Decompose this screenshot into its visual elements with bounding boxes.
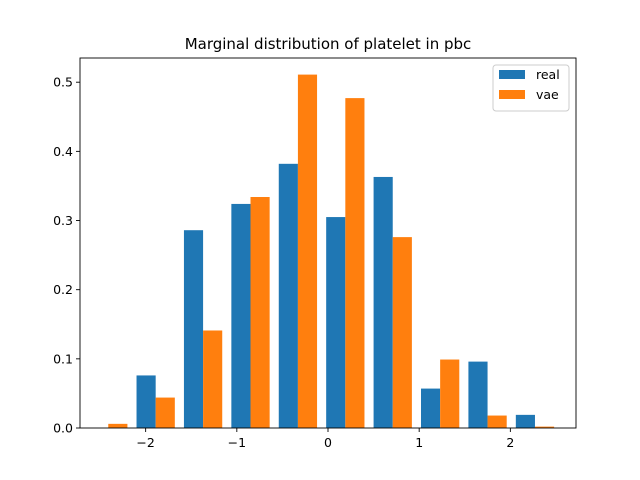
bar-vae-0 [108, 423, 128, 428]
bar-real-5 [326, 217, 346, 428]
y-tick-label-4: 0.4 [53, 144, 73, 159]
y-tick-label-2: 0.2 [53, 282, 73, 297]
bar-vae-5 [345, 98, 365, 428]
bar-real-7 [421, 388, 441, 428]
bar-real-4 [278, 163, 298, 428]
y-tick-label-3: 0.3 [53, 213, 73, 228]
bar-vae-8 [487, 415, 507, 428]
y-tick-label-0: 0.0 [53, 421, 73, 436]
bar-real-8 [468, 361, 488, 428]
legend: real vae [492, 64, 570, 112]
bar-real-3 [231, 203, 251, 428]
bar-real-9 [515, 414, 535, 428]
x-tick-label-1: −1 [228, 435, 246, 450]
x-tick-label-3: 1 [415, 435, 423, 450]
bar-vae-3 [250, 197, 270, 428]
bar-vae-7 [440, 359, 460, 428]
axes-group: −2 −1 0 1 2 0.0 0.1 0.2 0.3 0.4 0.5 [53, 75, 514, 450]
bar-real-2 [183, 230, 204, 428]
bar-vae-4 [297, 74, 318, 428]
bar-real-6 [373, 176, 393, 428]
bar-vae-1 [155, 397, 175, 428]
x-tick-label-2: 0 [324, 435, 332, 450]
bar-vae-9 [534, 426, 555, 428]
bar-vae-2 [203, 330, 223, 428]
legend-swatch-vae [499, 90, 525, 99]
y-tick-label-1: 0.1 [53, 351, 73, 366]
x-tick-label-4: 2 [506, 435, 514, 450]
legend-label-real: real [536, 67, 560, 82]
bar-vae-6 [392, 237, 412, 428]
legend-label-vae: vae [536, 87, 559, 102]
plot-frame [79, 57, 577, 429]
bar-real-1 [136, 375, 156, 428]
x-tick-label-0: −2 [136, 435, 154, 450]
y-tick-label-5: 0.5 [53, 75, 73, 90]
legend-swatch-real [499, 70, 525, 79]
bars-group [108, 74, 555, 428]
chart-title: Marginal distribution of platelet in pbc [185, 35, 472, 53]
